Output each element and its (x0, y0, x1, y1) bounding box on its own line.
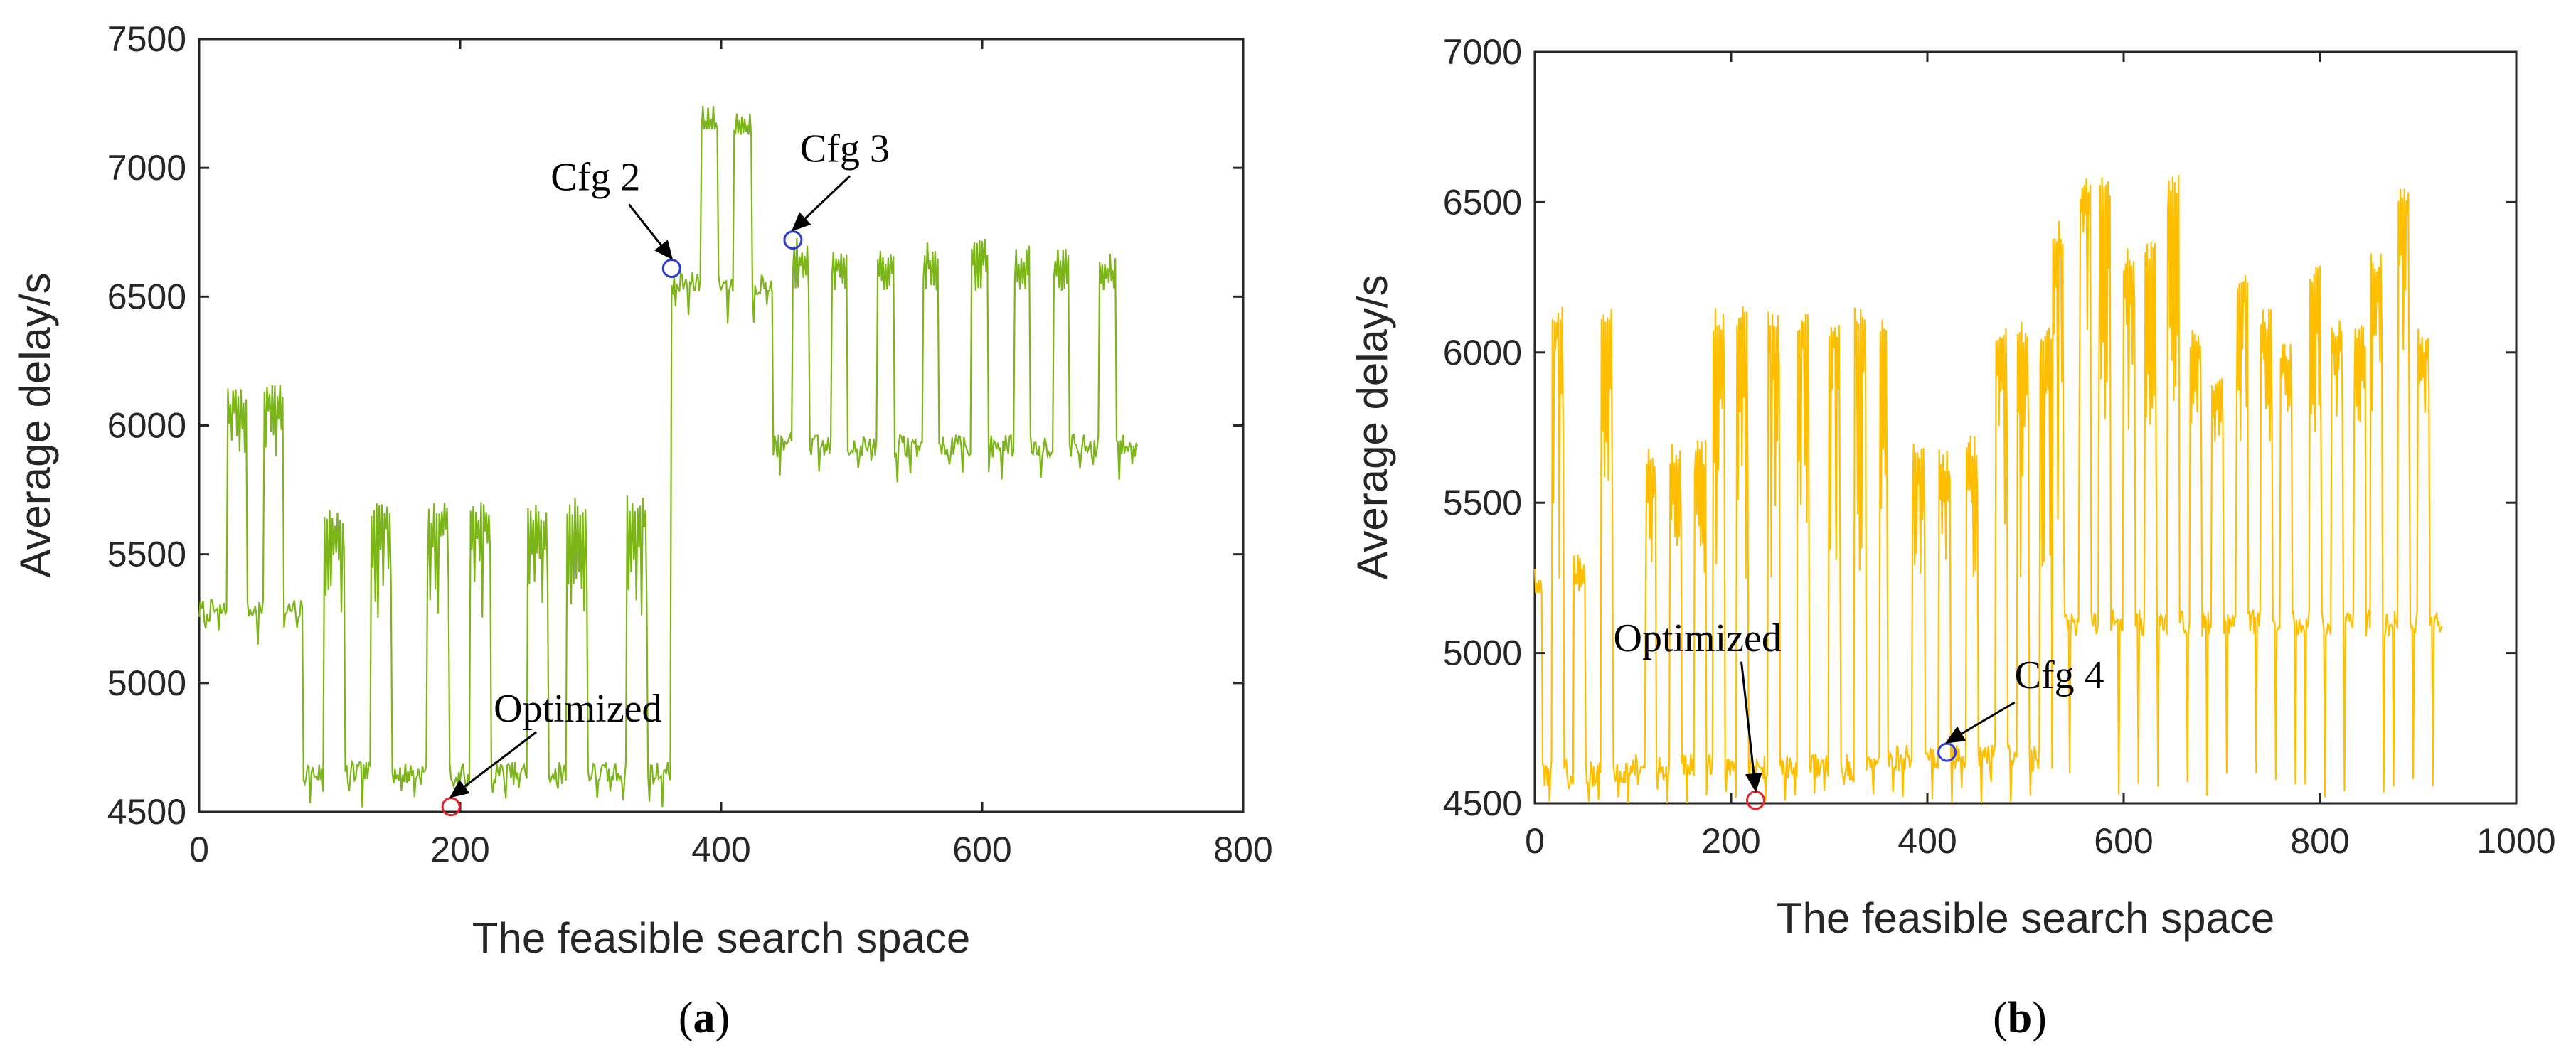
chart-a-series-line (198, 105, 1139, 808)
chart-a: 0 200 400 600 800 4500 5000 5500 6000 6500 7000 75… (11, 19, 1273, 962)
chart-b-x-axis-label: The feasible search space (1777, 894, 2274, 942)
y-tick-label: 4500 (107, 792, 186, 832)
annotation-arrow (628, 203, 674, 260)
annotation-marker-optimized (441, 797, 461, 817)
annotation-label: Cfg 2 (550, 155, 640, 199)
x-tick-label: 200 (1701, 821, 1760, 861)
annotation-marker-cfg (783, 230, 803, 250)
chart-a-x-ticks: 0 200 400 600 800 (189, 39, 1273, 869)
x-tick-label: 0 (1525, 821, 1545, 861)
x-tick-label: 400 (691, 830, 750, 869)
x-tick-label: 0 (189, 830, 209, 869)
chart-b-y-ticks: 4500 5000 5500 6000 6500 7000 (1443, 32, 2516, 823)
chart-b-annotations: Optimized Cfg 4 (1614, 616, 2104, 810)
annotation-label: Cfg 4 (2015, 653, 2104, 697)
y-tick-label: 7000 (1443, 32, 1522, 72)
x-tick-label: 600 (2094, 821, 2153, 861)
annotation-arrow (449, 731, 538, 798)
x-tick-label: 800 (1213, 830, 1272, 869)
chart-a-y-axis-label: Average delay/s (11, 272, 59, 577)
panel-label-a: (a) (678, 994, 730, 1042)
panel-label-b: (b) (1993, 994, 2047, 1042)
chart-b-series-line (1533, 175, 2443, 804)
annotation-arrow (1945, 701, 2016, 744)
chart-a-annotations: Cfg 2 Cfg 3 Optimized (441, 127, 890, 817)
y-tick-label: 6000 (107, 406, 186, 446)
y-tick-label: 7000 (107, 148, 186, 188)
y-tick-label: 5500 (1443, 483, 1522, 523)
annotation-label: Optimized (494, 687, 661, 731)
x-tick-label: 400 (1898, 821, 1957, 861)
y-tick-label: 5000 (107, 663, 186, 703)
annotation-label: Optimized (1614, 616, 1782, 660)
annotation-marker-cfg (661, 258, 681, 278)
annotation-label: Cfg 3 (800, 127, 890, 171)
chart-b-axes-box (1533, 50, 2518, 805)
chart-b-x-ticks: 0 200 400 600 800 1000 (1525, 52, 2556, 861)
x-tick-label: 1000 (2476, 821, 2555, 861)
annotation-arrow (1740, 661, 1762, 793)
chart-a-x-axis-label: The feasible search space (472, 914, 970, 962)
y-tick-label: 6500 (1443, 182, 1522, 222)
chart-a-axes-box (198, 38, 1245, 813)
annotation-marker-cfg (1937, 742, 1957, 762)
y-tick-label: 4500 (1443, 783, 1522, 823)
y-tick-label: 7500 (107, 19, 186, 59)
y-tick-label: 6000 (1443, 333, 1522, 373)
y-tick-label: 5000 (1443, 633, 1522, 673)
y-tick-label: 6500 (107, 277, 186, 316)
x-tick-label: 200 (430, 830, 489, 869)
annotation-arrow (791, 175, 851, 232)
chart-b: 0 200 400 600 800 1000 4500 5000 5500 6000 6500 70… (1348, 32, 2556, 942)
chart-a-y-ticks: 4500 5000 5500 6000 6500 7000 7500 (107, 19, 1243, 832)
x-tick-label: 800 (2290, 821, 2349, 861)
y-tick-label: 5500 (107, 535, 186, 574)
annotation-marker-optimized (1746, 791, 1765, 810)
x-tick-label: 600 (952, 830, 1011, 869)
chart-b-y-axis-label: Average delay/s (1348, 274, 1396, 579)
